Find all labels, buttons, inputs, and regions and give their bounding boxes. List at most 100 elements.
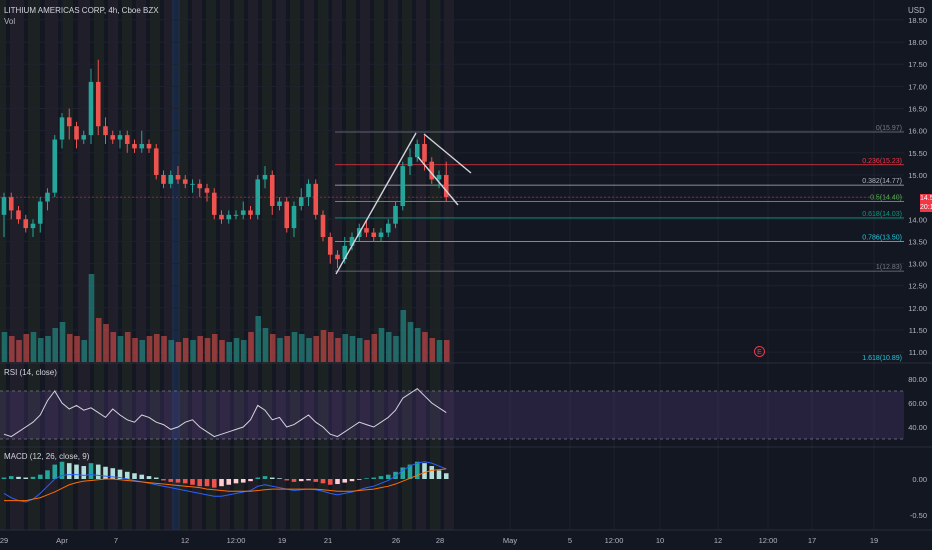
candle[interactable] [327,232,333,264]
candle-body [385,223,391,233]
candle[interactable] [211,188,217,220]
candle[interactable] [400,161,406,211]
candle[interactable] [364,219,369,237]
trend-line-drawings[interactable] [335,132,472,275]
candle[interactable] [8,192,14,220]
candle[interactable] [30,219,36,237]
symbol-legend[interactable]: LITHIUM AMERICAS CORP, 4h, Cboe BZX [4,6,159,15]
candle[interactable] [313,179,319,220]
candle[interactable] [175,166,181,184]
candle[interactable] [277,197,282,211]
candle[interactable] [153,143,159,180]
candle[interactable] [1,192,7,237]
candle[interactable] [197,179,203,198]
volume-bar [385,332,392,362]
macd-histogram-bar [327,479,333,485]
candle-body [117,135,123,140]
price-tick-label: 11.00 [909,348,927,357]
candle[interactable] [436,170,442,189]
candle[interactable] [240,201,246,220]
candle[interactable] [52,135,58,198]
candle[interactable] [182,174,188,189]
session-band [122,0,132,530]
volume-bar [393,336,399,362]
volume-legend[interactable]: Vol [4,17,16,26]
candle[interactable] [219,210,224,224]
candle[interactable] [88,68,94,144]
candlestick-series[interactable] [0,59,904,269]
fibonacci-retracement[interactable]: 0(15.97) 0.236(15.23) 0.382(14.77) 0.5(14.4… [335,125,904,362]
candle[interactable] [37,197,43,233]
candle[interactable] [161,170,166,189]
volume-bar [211,334,218,362]
time-tick-label: 21 [324,536,332,545]
candle[interactable] [298,188,304,211]
trend-line[interactable] [335,132,417,275]
candle[interactable] [81,130,87,144]
macd-histogram-bar [385,474,391,479]
candle[interactable] [16,205,21,224]
candle[interactable] [349,232,355,251]
candle[interactable] [407,148,413,175]
candle-body [23,219,29,229]
candle[interactable] [168,170,174,189]
macd-histogram-bar [364,478,369,479]
macd-legend[interactable]: MACD (12, 26, close, 9) [4,452,90,461]
candle[interactable] [204,183,210,202]
candle[interactable] [226,210,232,224]
candle[interactable] [248,205,253,220]
candle[interactable] [443,161,449,202]
candle[interactable] [262,166,268,189]
candle-body [30,223,36,229]
session-band [220,0,230,530]
candle[interactable] [414,139,420,162]
candle[interactable] [139,130,145,153]
volume-bar [298,334,305,362]
candle[interactable] [378,228,384,242]
candle[interactable] [132,139,137,153]
candle[interactable] [103,117,108,144]
candle[interactable] [66,108,72,140]
macd-signal-line[interactable] [4,468,447,502]
candle-body [16,210,21,220]
candle[interactable] [284,197,290,233]
earnings-event-icon[interactable]: E [754,346,765,357]
candle[interactable] [110,130,116,144]
trend-line[interactable] [423,133,472,174]
macd-line[interactable] [3,461,447,503]
session-band [290,0,300,530]
candle[interactable] [117,130,123,149]
candle[interactable] [429,157,435,184]
candle[interactable] [45,188,50,211]
candle[interactable] [23,214,29,233]
rsi-tick-label: 40.00 [908,423,927,432]
candle[interactable] [233,210,239,220]
macd-histogram-bar [320,479,326,484]
candle[interactable] [190,179,195,193]
candle-body [422,143,427,162]
volume-bar [146,336,153,362]
candle[interactable] [146,139,152,153]
rsi-line[interactable] [3,387,447,438]
candle[interactable] [124,130,130,153]
trend-line[interactable] [417,156,459,206]
macd-histogram-bar [407,464,413,479]
candle[interactable] [74,121,79,149]
session-band [136,0,146,530]
candle[interactable] [371,228,377,242]
candle-body [45,192,50,202]
rsi-legend[interactable]: RSI (14, close) [4,368,57,377]
candle[interactable] [306,179,311,206]
time-tick-label: 12:00 [227,536,246,545]
session-band [108,0,118,530]
volume-bar [168,340,175,362]
candle[interactable] [269,170,275,215]
candle[interactable] [320,210,326,242]
candle[interactable] [393,201,398,229]
candle[interactable] [385,219,391,237]
candle[interactable] [291,201,297,237]
candle[interactable] [335,250,340,269]
candle[interactable] [59,112,65,149]
candle[interactable] [95,59,101,136]
